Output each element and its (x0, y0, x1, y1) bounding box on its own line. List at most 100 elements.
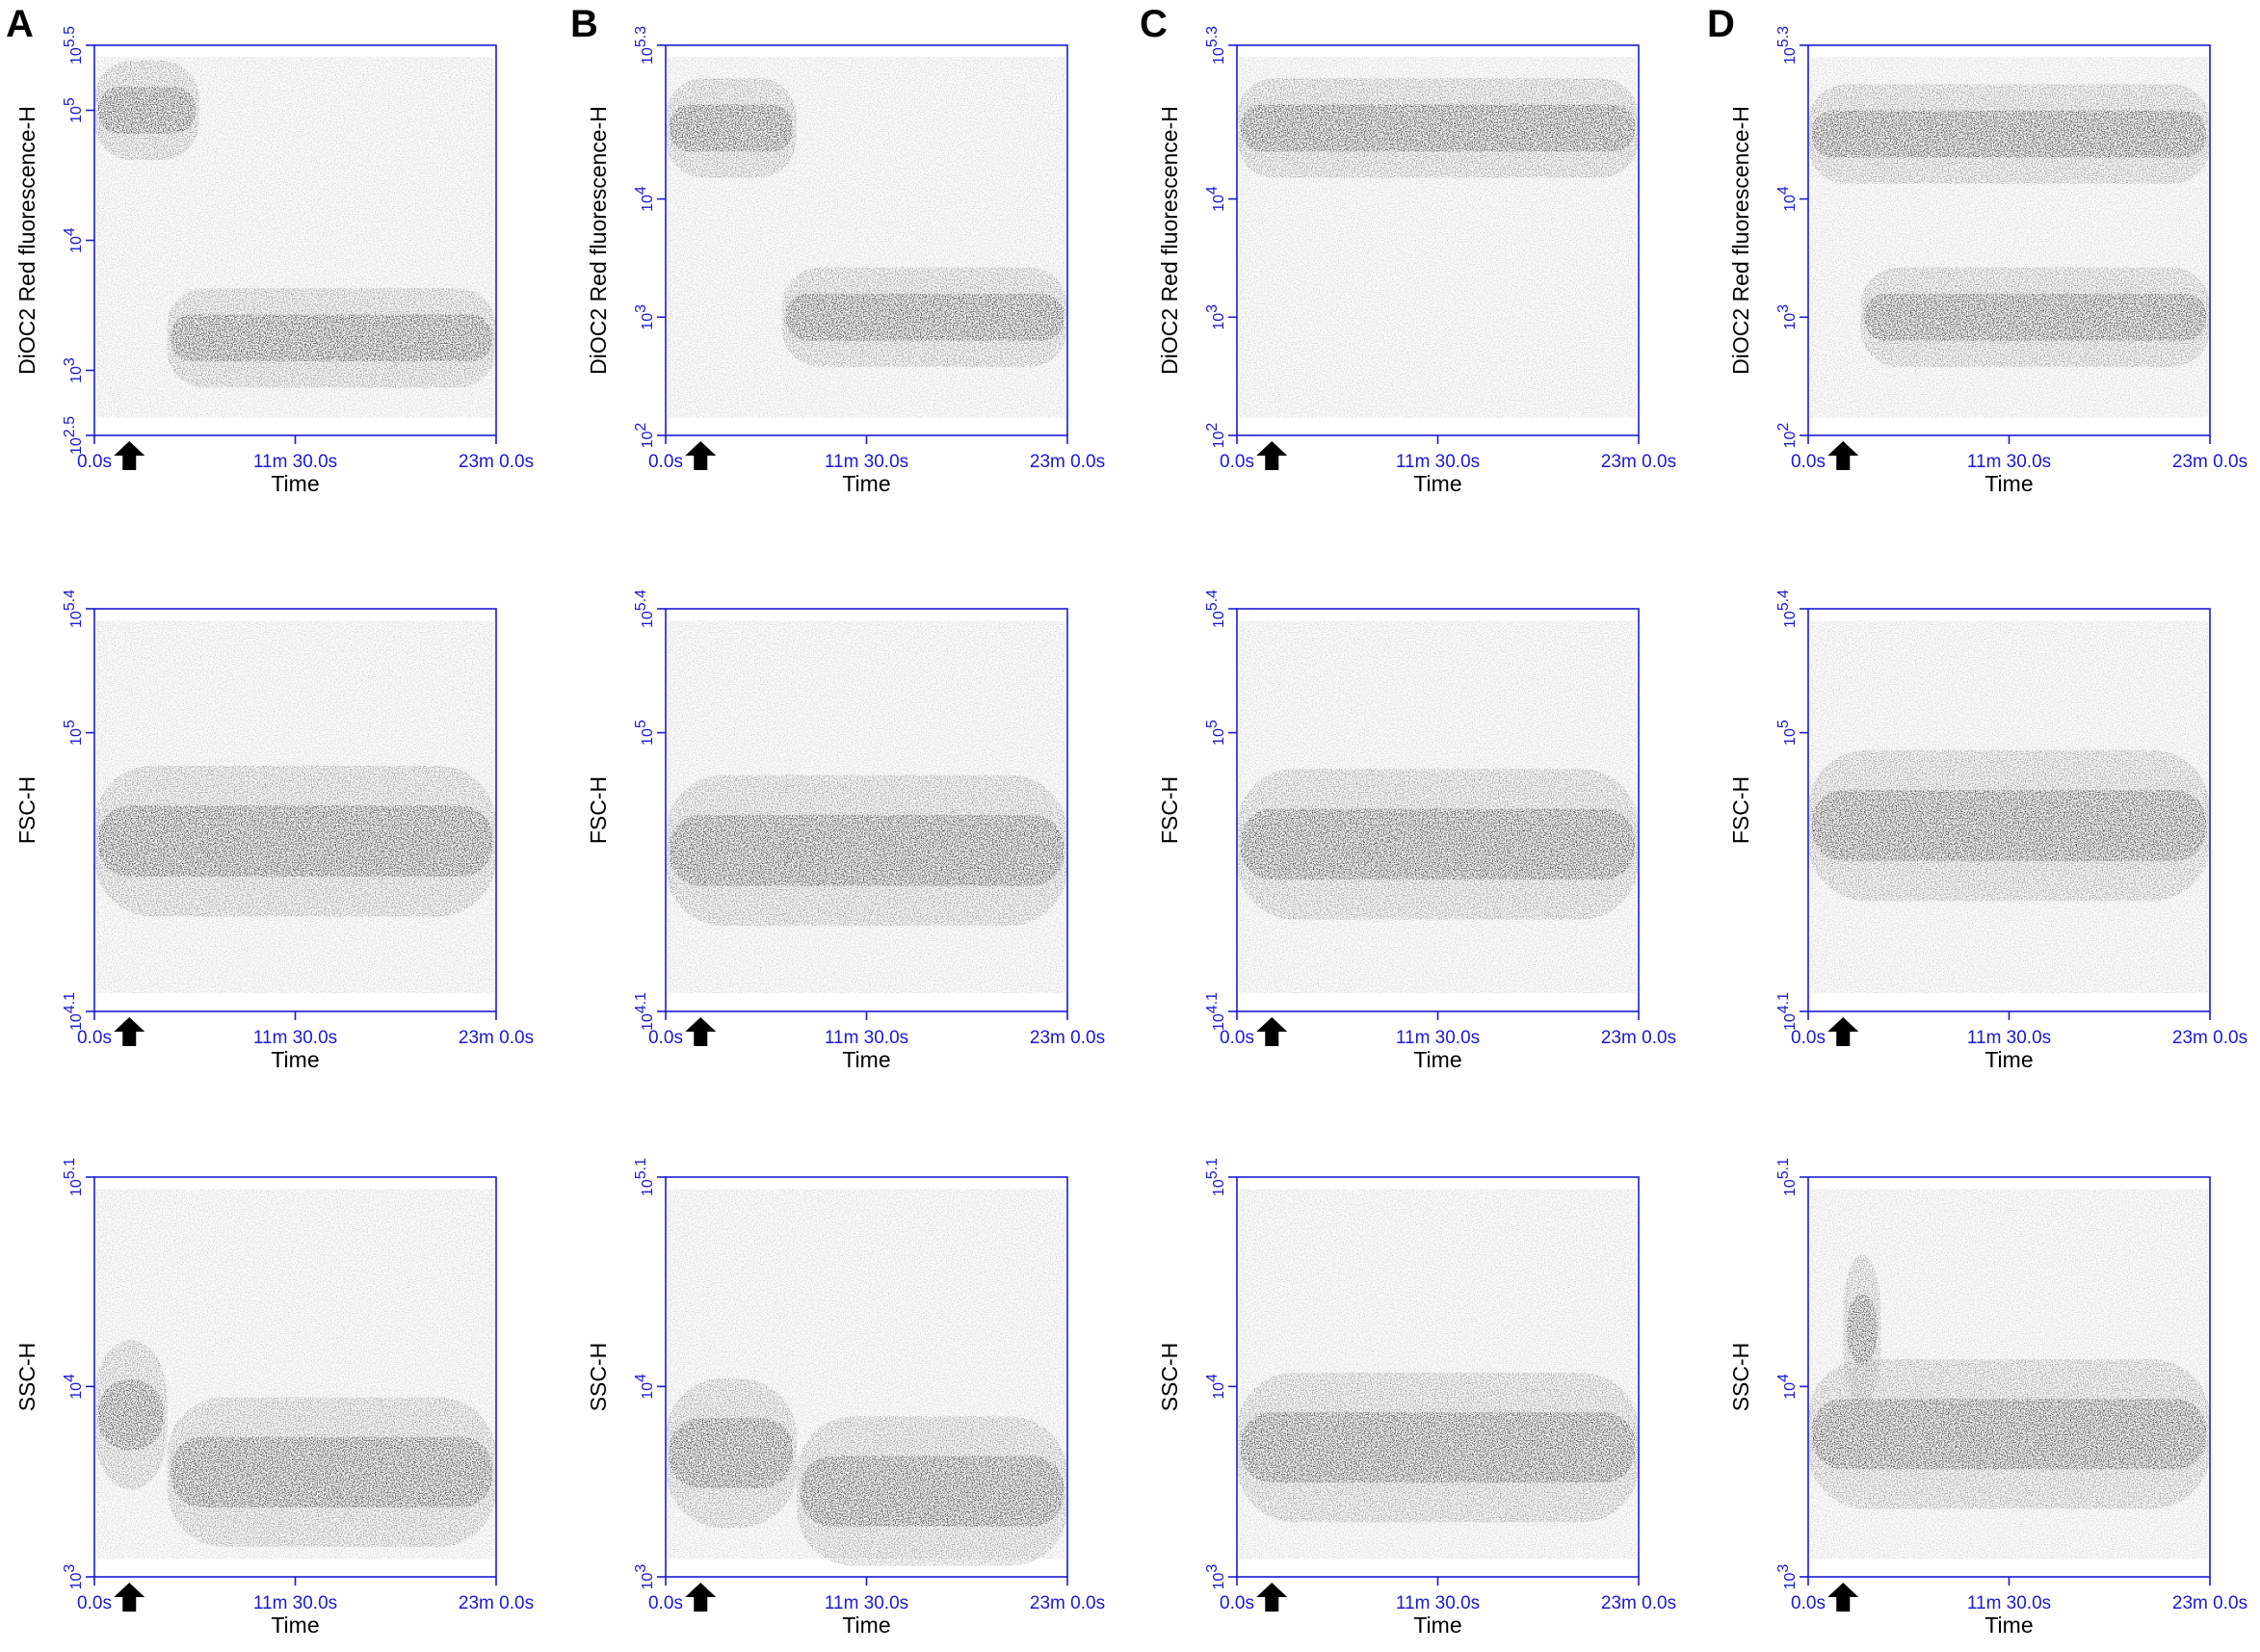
panel-letter-a: A (6, 3, 34, 45)
x-tick-label: 0.0s (1791, 452, 1826, 472)
up-arrow-icon (1827, 1017, 1859, 1046)
plot-b-row2: 104.1 105 105.4 0.0s 11m 30.0s 23m 0.0s Time FS… (586, 590, 1105, 1072)
x-axis-label: Time (271, 1047, 319, 1072)
panel-letters: A B C D (6, 3, 1735, 45)
x-axis-label: Time (1984, 1047, 2033, 1072)
plot-a-row2: 104.1 105 105.4 0.0s 11m 30.0s 23m 0.0s Time FS… (14, 590, 534, 1072)
x-tick-label: 0.0s (648, 1593, 683, 1613)
density-c-row3 (1238, 1189, 1638, 1560)
y-tick-label: 103 (633, 304, 656, 330)
y-tick-label: 104.1 (633, 992, 656, 1031)
x-tick-label: 23m 0.0s (459, 1593, 534, 1613)
y-axis-label: DiOC2 Red fluorescence-H (1157, 106, 1182, 375)
up-arrow-icon (1827, 441, 1859, 470)
up-arrow-icon (1256, 1583, 1288, 1612)
population-core-2 (1864, 293, 2206, 341)
up-arrow-icon (685, 1583, 717, 1612)
plot-c-row1: 102 103 104 105.3 0.0s 11m 30.0s 23m 0.0s Time D… (1157, 26, 1676, 496)
y-tick-label: 105.3 (1204, 26, 1227, 65)
population-core-1 (98, 1379, 164, 1451)
y-tick-label: 103 (62, 357, 85, 383)
y-axis-label: FSC-H (1728, 776, 1753, 844)
plot-a-row1: 102.5 103 104 105 105.5 0.0s 11m 30.0s 23m 0.0s… (14, 26, 534, 496)
y-axis-label: DiOC2 Red fluorescence-H (586, 106, 611, 375)
y-tick-label: 104 (1204, 186, 1227, 212)
population-core-2 (171, 314, 493, 362)
up-arrow-icon (1256, 1017, 1288, 1046)
x-tick-label: 23m 0.0s (2172, 1593, 2247, 1613)
y-tick-label: 105 (1775, 720, 1799, 746)
up-arrow-icon (114, 1583, 145, 1612)
x-tick-label: 0.0s (1220, 1593, 1254, 1613)
x-tick-label: 11m 30.0s (1396, 452, 1480, 472)
density-c-row2 (1238, 620, 1638, 994)
y-tick-label: 104 (1775, 186, 1799, 212)
population-core-2 (171, 1436, 493, 1508)
x-axis-label: Time (842, 471, 890, 496)
x-axis-label: Time (1413, 1047, 1461, 1072)
population-core-1 (670, 1418, 793, 1489)
x-tick-label: 11m 30.0s (1396, 1028, 1480, 1048)
population-core-1 (1241, 104, 1635, 152)
y-tick-label: 105 (62, 97, 85, 123)
population-core-1 (1812, 790, 2206, 861)
x-tick-label: 0.0s (77, 1593, 112, 1613)
y-tick-label: 102 (633, 423, 656, 449)
plot-b-row3: 103 104 105.1 0.0s 11m 30.0s 23m 0.0s Time SSC-… (586, 1158, 1105, 1638)
plot-b-row1: 102 103 104 105.3 0.0s 11m 30.0s 23m 0.0s Time D… (586, 26, 1105, 496)
x-tick-label: 11m 30.0s (1967, 1028, 2051, 1048)
x-tick-label: 23m 0.0s (459, 452, 534, 472)
up-arrow-icon (114, 1017, 145, 1046)
population-core-2 (785, 293, 1064, 341)
y-tick-label: 105.3 (1775, 26, 1799, 65)
plots-grid: 102.5 103 104 105 105.5 0.0s 11m 30.0s 23m 0.0s… (14, 26, 2247, 1638)
plot-d-row1: 102 103 104 105.3 0.0s 11m 30.0s 23m 0.0s Time D… (1728, 26, 2247, 496)
x-tick-label: 11m 30.0s (253, 1028, 337, 1048)
x-tick-label: 23m 0.0s (2172, 452, 2247, 472)
up-arrow-icon (685, 441, 717, 470)
y-axis-label: SSC-H (14, 1343, 39, 1412)
population-core-1 (1241, 808, 1635, 880)
x-tick-label: 23m 0.0s (2172, 1028, 2247, 1048)
density-d-row3 (1809, 1189, 2209, 1560)
density-b-row1 (667, 57, 1066, 418)
y-tick-label: 104.1 (62, 992, 85, 1031)
x-tick-label: 11m 30.0s (825, 1593, 908, 1613)
plot-c-row2: 104.1 105 105.4 0.0s 11m 30.0s 23m 0.0s Time FS… (1157, 590, 1676, 1072)
population-core-2 (1847, 1294, 1878, 1365)
density-c-row1 (1238, 57, 1638, 418)
up-arrow-icon (1256, 441, 1288, 470)
density-b-row3 (667, 1189, 1066, 1566)
y-tick-label: 103 (1775, 304, 1799, 330)
y-tick-label: 105.1 (633, 1158, 656, 1196)
x-tick-label: 23m 0.0s (459, 1028, 534, 1048)
y-tick-label: 104 (633, 1374, 656, 1400)
x-axis-label: Time (1413, 471, 1461, 496)
up-arrow-icon (114, 441, 145, 470)
x-tick-label: 0.0s (77, 452, 112, 472)
y-tick-label: 105.5 (62, 26, 85, 65)
x-tick-label: 0.0s (1220, 452, 1254, 472)
density-d-row2 (1809, 620, 2209, 994)
x-axis-label: Time (1984, 471, 2033, 496)
x-axis-label: Time (842, 1047, 890, 1072)
density-b-row2 (667, 620, 1066, 994)
y-tick-label: 102.5 (62, 416, 85, 455)
x-tick-label: 11m 30.0s (253, 1593, 337, 1613)
y-tick-label: 103 (1204, 1564, 1227, 1590)
x-tick-label: 11m 30.0s (253, 452, 337, 472)
y-axis-label: FSC-H (14, 776, 39, 844)
y-tick-label: 105 (1204, 720, 1227, 746)
x-tick-label: 0.0s (1791, 1593, 1826, 1613)
y-axis-label: DiOC2 Red fluorescence-H (14, 106, 39, 375)
y-tick-label: 105 (62, 720, 85, 746)
y-tick-label: 103 (62, 1564, 85, 1590)
x-axis-label: Time (842, 1613, 890, 1638)
x-tick-label: 11m 30.0s (825, 452, 908, 472)
y-tick-label: 104 (62, 1374, 85, 1400)
x-tick-label: 23m 0.0s (1601, 1593, 1676, 1613)
density-d-row1 (1809, 57, 2209, 418)
x-tick-label: 23m 0.0s (1601, 452, 1676, 472)
population-core-1 (1241, 1412, 1635, 1483)
y-axis-label: FSC-H (1157, 776, 1182, 844)
